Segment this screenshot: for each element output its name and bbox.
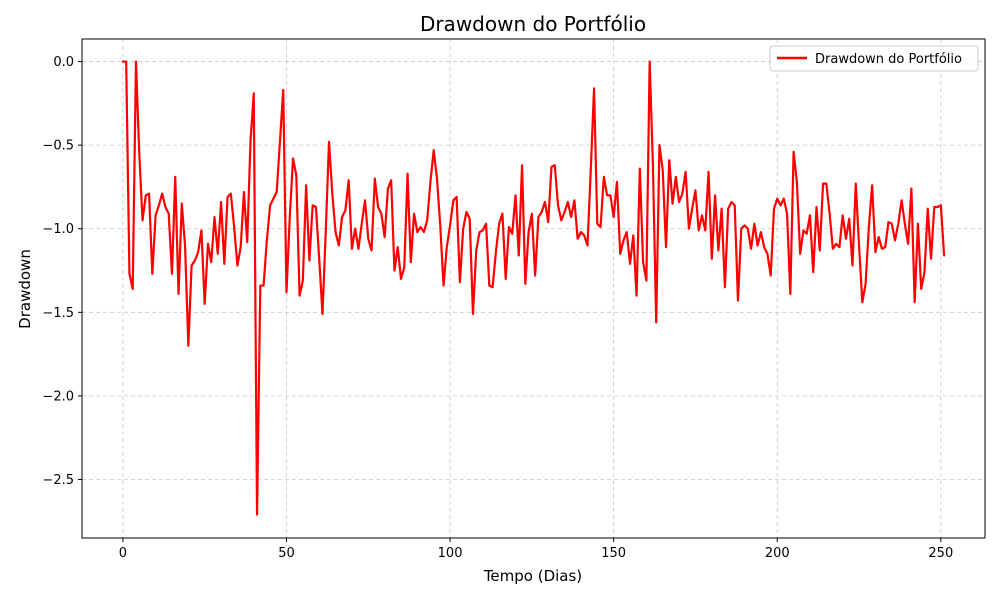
y-tick-label: −0.5 — [42, 139, 74, 154]
y-tick-label: −1.0 — [42, 222, 74, 237]
series-layer — [121, 60, 946, 516]
chart-title: Drawdown do Portfólio — [420, 12, 646, 36]
plot-area-frame — [81, 38, 986, 539]
x-axis-label: Tempo (Dias) — [483, 567, 582, 585]
y-axis-label: Drawdown — [16, 249, 34, 329]
x-tick-label: 200 — [765, 546, 790, 561]
series-line — [121, 60, 946, 516]
y-tick-label: −2.5 — [42, 473, 74, 488]
legend-box — [769, 45, 979, 72]
y-tick-label: 0.0 — [53, 55, 74, 70]
y-tick-label: −1.5 — [42, 306, 74, 321]
x-tick-label: 150 — [601, 546, 626, 561]
legend-label: Drawdown do Portfólio — [815, 52, 962, 67]
axis-ticks: 0 50 100 150 200 250 0.0 −0.5 −1.0 −1.5 −2.0 −2.5 — [42, 55, 953, 561]
x-tick-label: 100 — [438, 546, 463, 561]
x-tick-label: 0 — [119, 546, 127, 561]
x-tick-label: 50 — [278, 546, 295, 561]
y-tick-label: −2.0 — [42, 389, 74, 404]
x-tick-label: 250 — [928, 546, 953, 561]
legend: Drawdown do Portfólio — [769, 45, 979, 72]
